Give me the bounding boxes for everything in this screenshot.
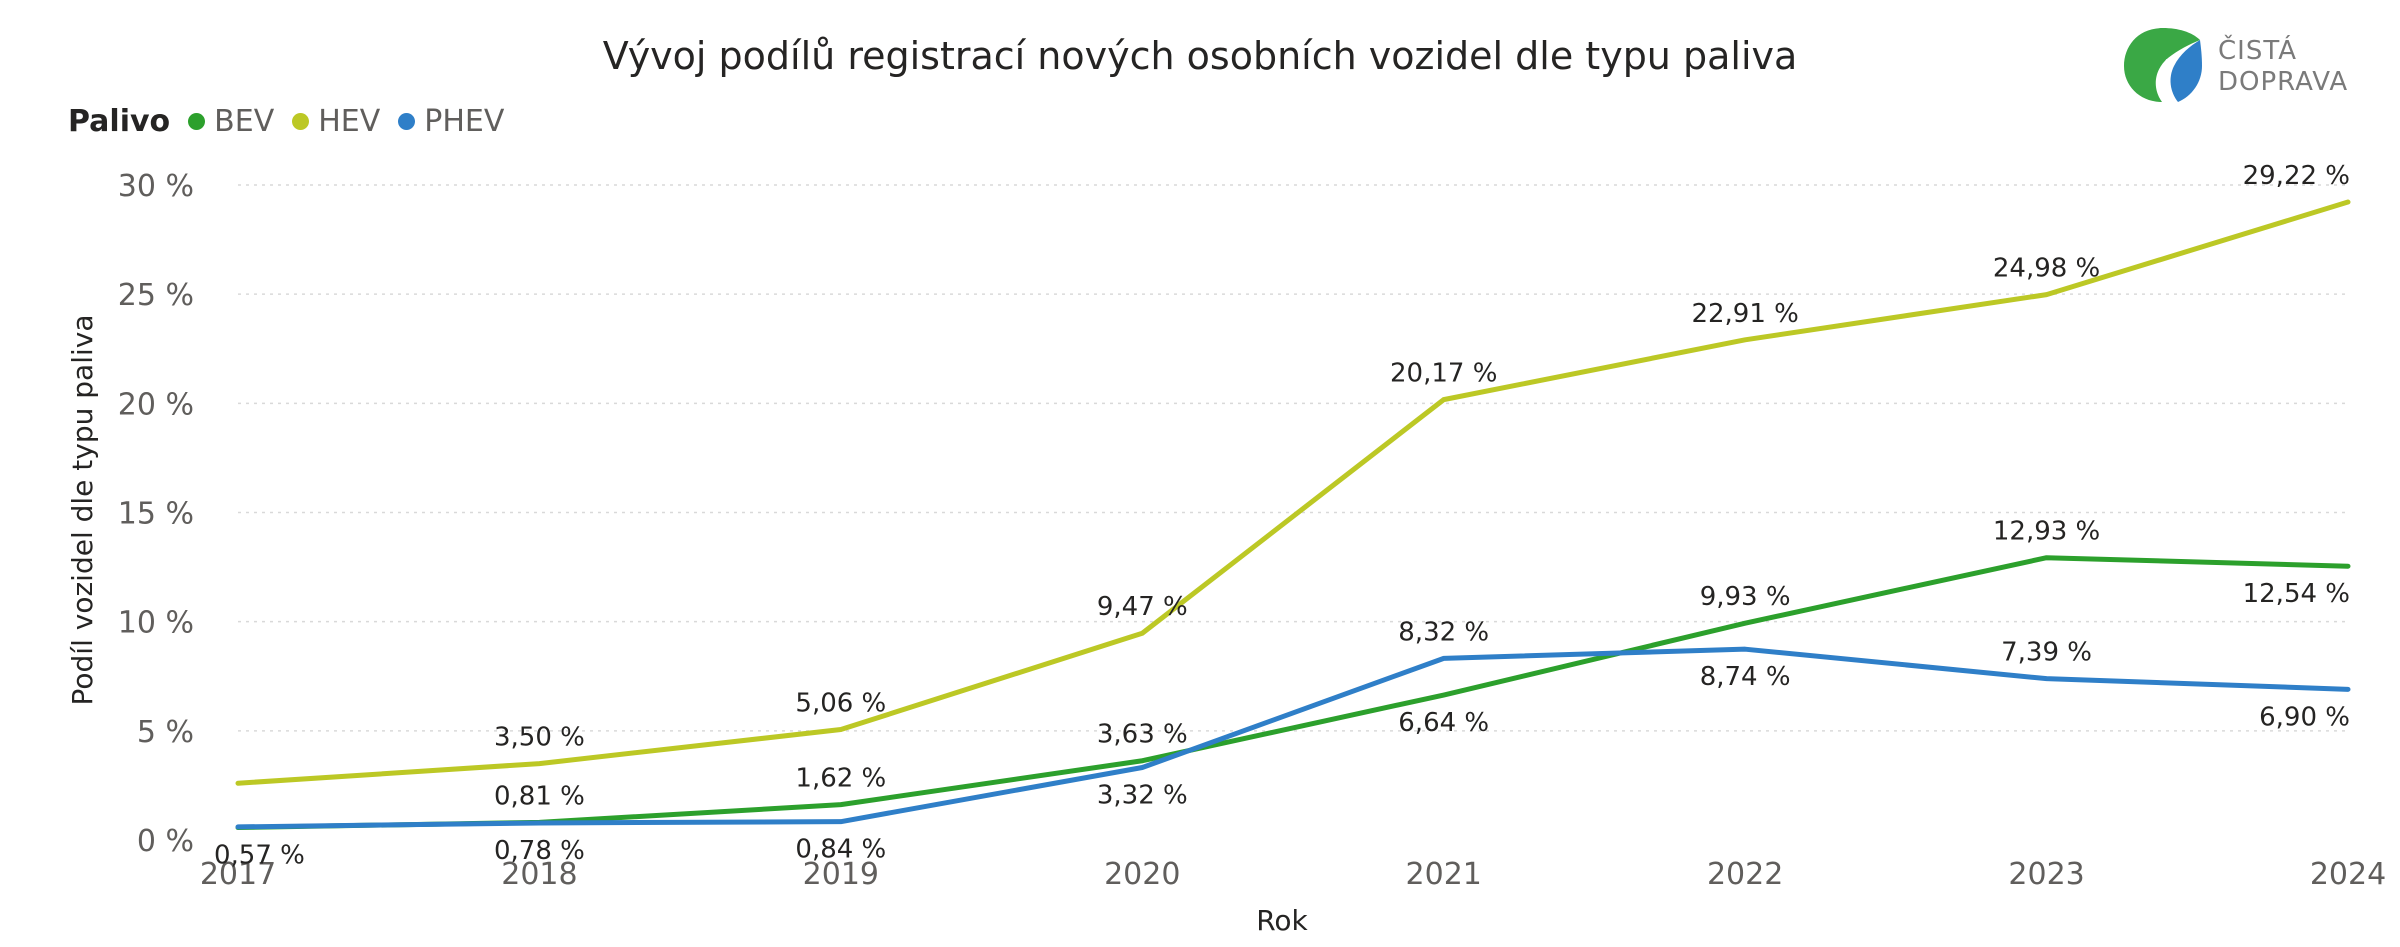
legend: Palivo BEV HEV PHEV: [68, 104, 522, 139]
brand-name: ČISTÁ DOPRAVA: [2218, 36, 2348, 98]
data-label-bev: 6,64 %: [1398, 708, 1489, 738]
data-label-phev: 8,32 %: [1398, 617, 1489, 647]
data-label-hev: 29,22 %: [2243, 161, 2350, 191]
y-tick-label: 0 %: [137, 824, 194, 859]
x-tick-label: 2018: [501, 857, 577, 892]
data-label-hev: 5,06 %: [795, 689, 886, 719]
legend-dot-bev-icon: [188, 113, 206, 130]
y-tick-label: 20 %: [118, 387, 194, 422]
x-tick-label: 2022: [1707, 857, 1783, 892]
data-label-phev: 3,32 %: [1097, 781, 1188, 811]
series-line-bev[interactable]: [235, 555, 2351, 831]
series-line-phev[interactable]: [235, 646, 2351, 830]
series-line-hev[interactable]: [235, 199, 2351, 786]
data-label-phev: 7,39 %: [2001, 638, 2092, 668]
data-label-hev: 9,47 %: [1097, 592, 1188, 622]
x-tick-label: 2023: [2008, 857, 2084, 892]
chart-title: Vývoj podílů registrací nových osobních …: [602, 34, 1798, 78]
data-label-bev: 12,93 %: [1993, 517, 2100, 547]
y-tick-label: 15 %: [118, 497, 194, 532]
legend-item-hev[interactable]: HEV: [292, 104, 380, 139]
data-label-bev: 0,81 %: [494, 781, 585, 811]
legend-title: Palivo: [68, 104, 171, 139]
brand-line-2: DOPRAVA: [2218, 67, 2349, 97]
y-tick-label: 5 %: [137, 715, 194, 750]
y-tick-label: 10 %: [118, 606, 194, 641]
road-leaf-logo-icon: [2124, 28, 2202, 102]
data-labels: 0,57 % 0,81 % 1,62 % 3,63 % 6,64 % 9,93 % 12,9…: [214, 161, 2350, 871]
data-label-phev: 0,84 %: [795, 835, 886, 865]
data-label-bev: 3,63 %: [1097, 720, 1188, 750]
data-label-phev: 6,90 %: [2259, 702, 2350, 732]
data-label-hev: 20,17 %: [1390, 359, 1497, 389]
data-label-phev: 8,74 %: [1700, 662, 1791, 692]
x-tick-label: 2024: [2310, 857, 2386, 892]
legend-label-hev: HEV: [318, 104, 381, 139]
x-axis-title: Rok: [1256, 904, 1308, 937]
y-tick-label: 25 %: [118, 278, 194, 313]
legend-label-phev: PHEV: [424, 104, 505, 139]
legend-label-bev: BEV: [214, 104, 275, 139]
series-lines: [235, 199, 2351, 831]
y-tick-label: 30 %: [118, 169, 194, 204]
y-axis-ticks: 0 % 5 % 10 % 15 % 20 % 25 % 30 %: [118, 169, 194, 859]
legend-item-phev[interactable]: PHEV: [398, 104, 504, 139]
data-label-bev: 0,57 %: [214, 841, 305, 871]
data-label-bev: 9,93 %: [1700, 582, 1791, 612]
y-axis-title: Podíl vozidel dle typu paliva: [66, 315, 99, 706]
brand-line-1: ČISTÁ: [2218, 36, 2297, 66]
brand-logo: ČISTÁ DOPRAVA: [2118, 22, 2358, 112]
x-tick-label: 2020: [1104, 857, 1180, 892]
data-label-hev: 22,91 %: [1691, 299, 1798, 329]
x-tick-label: 2017: [200, 857, 276, 892]
x-tick-label: 2021: [1406, 857, 1482, 892]
data-label-hev: 24,98 %: [1993, 254, 2100, 284]
data-label-hev: 3,50 %: [494, 723, 585, 753]
legend-dot-hev-icon: [292, 113, 310, 130]
x-tick-label: 2019: [803, 857, 879, 892]
legend-dot-phev-icon: [398, 113, 416, 130]
data-label-phev: 0,78 %: [494, 836, 585, 866]
data-label-bev: 12,54 %: [2243, 579, 2350, 609]
x-axis-ticks: 2017 2018 2019 2020 2021 2022 2023 2024: [200, 857, 2386, 892]
data-label-bev: 1,62 %: [795, 764, 886, 794]
legend-item-bev[interactable]: BEV: [188, 104, 274, 139]
